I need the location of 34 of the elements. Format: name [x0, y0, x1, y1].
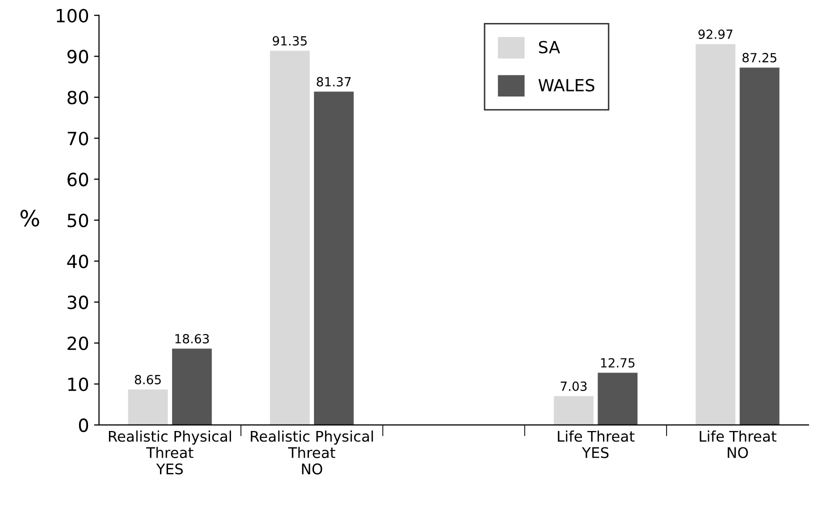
bar — [696, 44, 736, 425]
data-label: 18.63 — [175, 334, 209, 344]
data-label: 8.65 — [134, 374, 161, 384]
x-tick-label: Realistic Physical Threat NO — [250, 430, 373, 474]
y-axis-title: % — [20, 210, 40, 227]
y-tick-label: 10 — [68, 377, 88, 392]
y-tick-label: 70 — [68, 132, 88, 146]
x-tick-label: Life Threat YES — [558, 430, 634, 458]
data-label: 81.37 — [316, 77, 351, 86]
y-tick-label: 0 — [78, 418, 88, 432]
bar — [598, 372, 638, 425]
y-tick-label: 80 — [68, 90, 88, 104]
bar — [740, 68, 780, 425]
data-label: 7.03 — [560, 382, 587, 391]
legend-label: WALES — [538, 78, 594, 92]
data-label: 12.75 — [601, 358, 634, 368]
data-label: 91.35 — [272, 36, 307, 46]
x-tick-label: Life Threat NO — [700, 430, 776, 458]
x-tick-label: Realistic Physical Threat YES — [108, 430, 231, 474]
y-tick-label: 60 — [68, 172, 88, 186]
data-label: 87.25 — [742, 52, 776, 62]
bar — [270, 50, 310, 425]
y-tick-label: 20 — [68, 336, 88, 350]
y-tick-label: 90 — [67, 50, 88, 64]
legend-label: SA — [539, 40, 560, 54]
y-tick-label: 40 — [67, 254, 88, 268]
bar — [172, 348, 212, 425]
y-tick-label: 100 — [56, 8, 88, 22]
data-label: 92.97 — [698, 30, 732, 39]
y-tick-label: 30 — [68, 296, 88, 310]
bar — [314, 92, 354, 425]
y-tick-label: 50 — [68, 214, 88, 228]
bar — [554, 396, 594, 425]
bar — [128, 390, 168, 425]
